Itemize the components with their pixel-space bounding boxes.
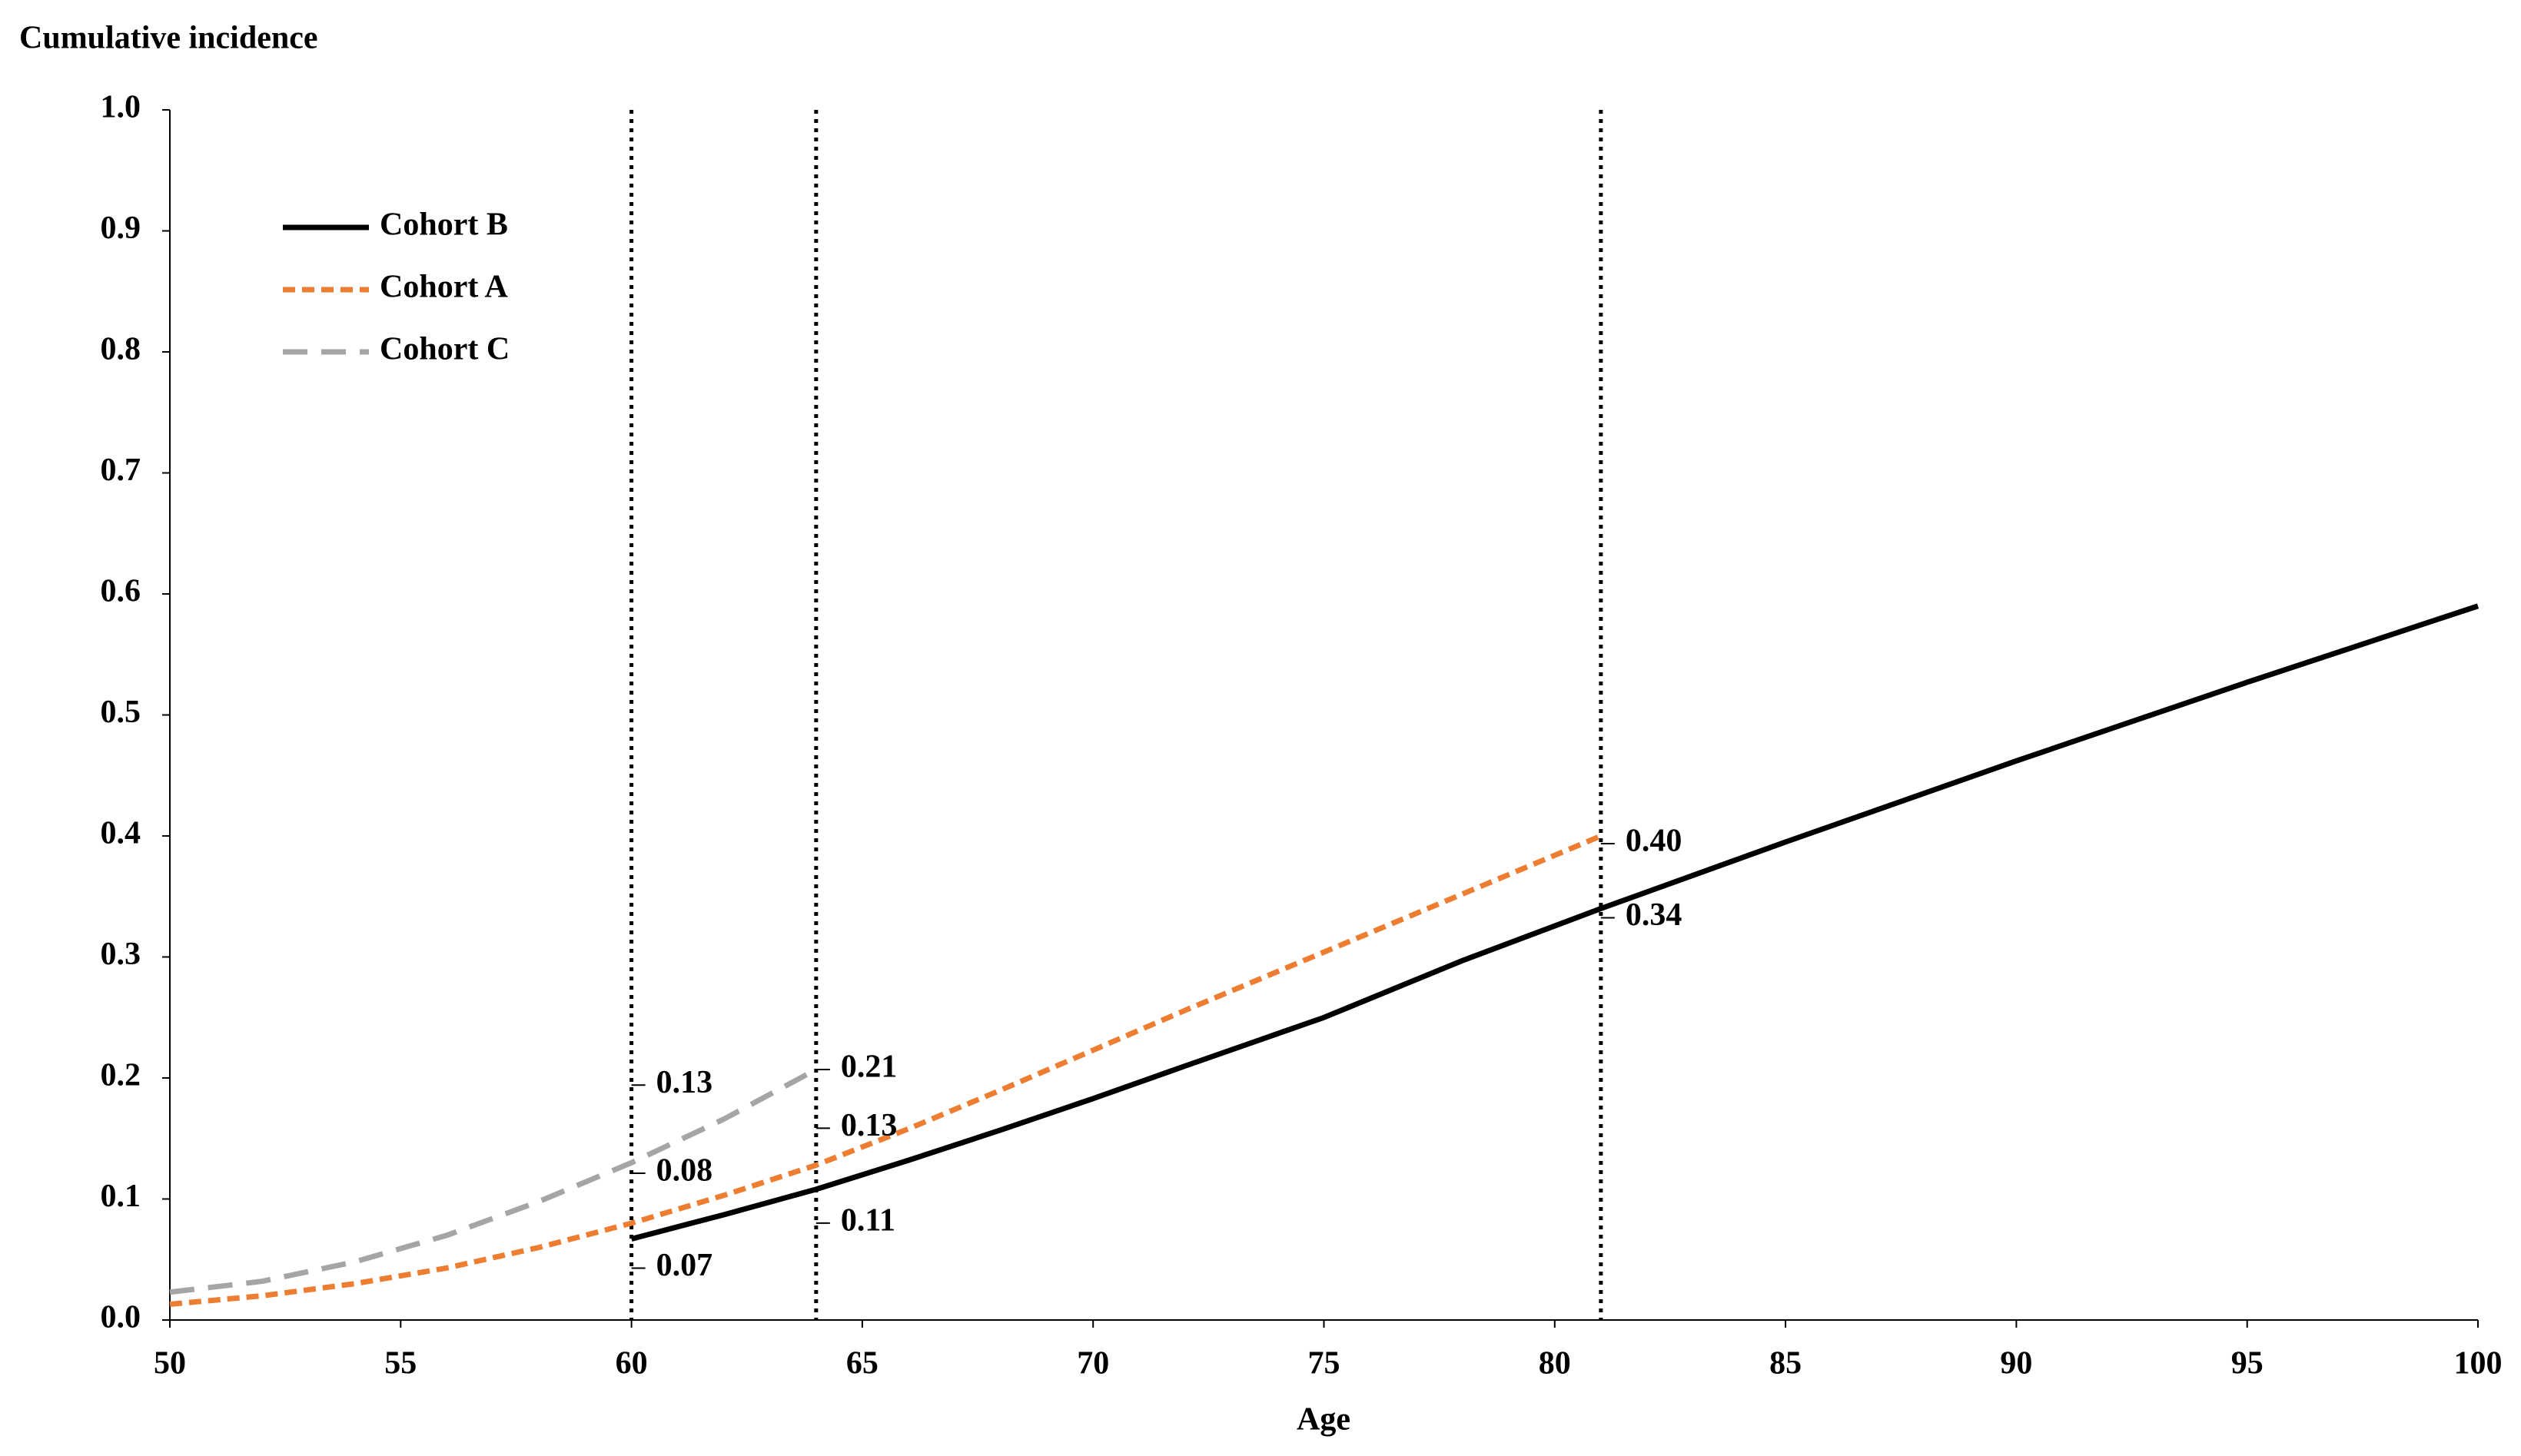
y-axis-title: Cumulative incidence bbox=[19, 21, 317, 56]
x-tick-label: 100 bbox=[2454, 1346, 2503, 1381]
data-label: 0.34 bbox=[1626, 897, 1682, 933]
x-tick-label: 70 bbox=[1077, 1346, 1109, 1381]
legend-label: Cohort A bbox=[380, 270, 509, 305]
data-label: 0.08 bbox=[656, 1153, 713, 1189]
series-line bbox=[169, 1066, 818, 1295]
x-tick-label: 80 bbox=[1539, 1346, 1571, 1381]
x-tick-label: 95 bbox=[2231, 1346, 2264, 1381]
y-tick-label: 0.2 bbox=[101, 1058, 141, 1093]
data-label: 0.13 bbox=[656, 1065, 713, 1100]
data-label: 0.40 bbox=[1626, 824, 1682, 859]
y-tick-label: 0.3 bbox=[101, 937, 141, 972]
x-axis-title: Age bbox=[1297, 1402, 1350, 1438]
y-tick-label: 0.1 bbox=[101, 1179, 141, 1214]
y-tick-label: 1.0 bbox=[101, 90, 141, 125]
x-tick-label: 50 bbox=[154, 1346, 186, 1381]
data-label: 0.21 bbox=[841, 1050, 898, 1085]
series-line bbox=[169, 833, 1603, 1308]
legend-label: Cohort C bbox=[380, 332, 510, 367]
y-tick-label: 0.6 bbox=[101, 574, 141, 609]
y-tick-label: 0.4 bbox=[101, 816, 141, 851]
x-tick-label: 90 bbox=[2000, 1346, 2032, 1381]
y-tick-label: 0.9 bbox=[101, 211, 141, 246]
y-tick-label: 0.8 bbox=[101, 332, 141, 367]
y-tick-label: 0.5 bbox=[101, 695, 141, 730]
data-label: 0.07 bbox=[656, 1248, 713, 1283]
x-tick-label: 85 bbox=[1769, 1346, 1802, 1381]
legend-label: Cohort B bbox=[380, 207, 508, 243]
data-label: 0.13 bbox=[841, 1108, 898, 1143]
y-tick-label: 0.0 bbox=[101, 1300, 141, 1335]
data-label: 0.11 bbox=[841, 1203, 895, 1239]
x-tick-label: 60 bbox=[616, 1346, 648, 1381]
series-line bbox=[630, 603, 2479, 1242]
x-tick-label: 65 bbox=[846, 1346, 879, 1381]
x-tick-label: 75 bbox=[1308, 1346, 1340, 1381]
y-tick-label: 0.7 bbox=[101, 453, 141, 488]
x-tick-label: 55 bbox=[384, 1346, 417, 1381]
